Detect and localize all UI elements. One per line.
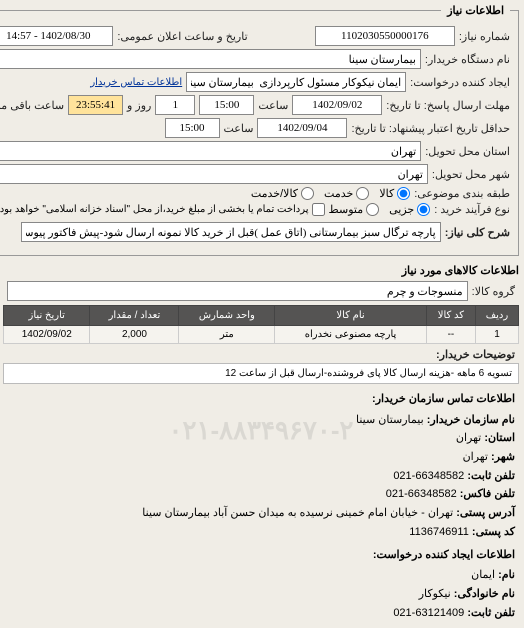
validity-time-input[interactable] [166, 118, 221, 138]
payment-note-option[interactable]: پرداخت تمام یا بخشی از مبلغ خرید،از محل … [0, 203, 326, 216]
goods-section-title: اطلاعات کالاهای مورد نیاز [4, 264, 520, 277]
desc-label: شرح کلی نیاز: [446, 226, 511, 239]
table-cell: پارچه مصنوعی نخدراه [276, 326, 428, 344]
cat-kala-option[interactable]: کالا [380, 187, 411, 200]
table-header-cell: تعداد / مقدار [91, 306, 180, 326]
zip-k: کد پستی: [473, 526, 516, 538]
goods-group-input[interactable] [8, 281, 469, 301]
validity-date-input[interactable] [258, 118, 348, 138]
days-word: روز و [128, 99, 152, 112]
validity-label: حداقل تاریخ اعتبار پیشنهاد: تا تاریخ: [352, 122, 511, 135]
legend: اطلاعات نیاز [442, 4, 511, 17]
state-k: استان: [485, 432, 516, 444]
delivery-city-input[interactable] [0, 164, 429, 184]
zip-v: 1136746911 [410, 526, 470, 538]
lname-k: نام خانوادگی: [455, 588, 516, 600]
addr-v: تهران - خیابان امام خمینی نرسیده به میدا… [143, 507, 454, 519]
delivery-state-input[interactable] [0, 141, 422, 161]
state-v: تهران [457, 432, 482, 444]
lname-v: نیکوکار [420, 588, 452, 600]
table-header-row: ردیفکد کالانام کالاواحد شمارشتعداد / مقد… [5, 306, 520, 326]
process-radio-group: جزیی متوسط [330, 203, 432, 216]
contact-header: اطلاعات تماس سازمان خریدار: [8, 390, 516, 409]
time-label-1: ساعت [259, 99, 289, 112]
city-k: شهر: [492, 451, 516, 463]
need-no-input[interactable] [316, 26, 456, 46]
need-info-fieldset: اطلاعات نیاز شماره نیاز: تاریخ و ساعت اع… [0, 4, 520, 256]
table-header-cell: کد کالا [427, 306, 476, 326]
announce-input[interactable] [0, 26, 114, 46]
days-count-input[interactable] [156, 95, 196, 115]
time-label-2: ساعت [225, 122, 255, 135]
buyer-contact-link[interactable]: اطلاعات تماس خریدار [91, 77, 183, 88]
desc-input[interactable] [22, 222, 442, 242]
proc-metavaset-option[interactable]: متوسط [330, 203, 381, 216]
proc-jozei-radio[interactable] [418, 203, 431, 216]
buy-process-label: نوع فرآیند خرید : [435, 203, 511, 216]
proc-metavaset-radio[interactable] [367, 203, 380, 216]
buyer-org-input[interactable] [0, 49, 422, 69]
payment-note-checkbox[interactable] [313, 203, 326, 216]
delivery-state-label: استان محل تحویل: [426, 145, 511, 158]
fax-v: 66348582-021 [387, 488, 458, 500]
cat-kalakhadamat-radio[interactable] [302, 187, 315, 200]
table-body: 1--پارچه مصنوعی نخدراهمتر2,0001402/09/02 [5, 326, 520, 344]
phone-k: تلفن ثابت: [468, 470, 516, 482]
deadline-label: مهلت ارسال پاسخ: تا تاریخ: [387, 99, 511, 112]
fax-k: تلفن فاکس: [461, 488, 516, 500]
contact-block: ۰۲۱-۸۸۳۴۹۶۷۰-۲ اطلاعات تماس سازمان خریدا… [8, 390, 516, 622]
category-radio-group: کالا خدمت کالا/خدمت [252, 187, 411, 200]
city-v: تهران [464, 451, 489, 463]
requester-label: ایجاد کننده درخواست: [411, 76, 511, 89]
table-cell: 1402/09/02 [5, 326, 91, 344]
table-cell: متر [180, 326, 276, 344]
table-row: 1--پارچه مصنوعی نخدراهمتر2,0001402/09/02 [5, 326, 520, 344]
table-cell: 1 [476, 326, 519, 344]
buyer-note-box: تسویه 6 ماهه -هزینه ارسال کالا پای فروشن… [4, 363, 520, 384]
rphone-k: تلفن ثابت: [468, 607, 516, 619]
phone-v: 66348582-021 [394, 470, 465, 482]
cat-kalakhadamat-option[interactable]: کالا/خدمت [252, 187, 315, 200]
cat-khadamat-option[interactable]: خدمت [325, 187, 370, 200]
name-v: ایمان [472, 569, 496, 581]
delivery-city-label: شهر محل تحویل: [433, 168, 511, 181]
req-header: اطلاعات ایجاد کننده درخواست: [8, 546, 516, 565]
table-header-cell: واحد شمارش [180, 306, 276, 326]
org-v: بیمارستان سینا [357, 414, 425, 426]
buyer-note-label: توضیحات خریدار: [437, 348, 516, 361]
name-k: نام: [499, 569, 516, 581]
table-cell: 2,000 [91, 326, 180, 344]
addr-k: آدرس پستی: [457, 507, 516, 519]
table-cell: -- [427, 326, 476, 344]
remain-time-input [69, 95, 124, 115]
deadline-time-input[interactable] [200, 95, 255, 115]
goods-table: ردیفکد کالانام کالاواحد شمارشتعداد / مقد… [4, 305, 520, 344]
need-no-label: شماره نیاز: [460, 30, 511, 43]
cat-khadamat-radio[interactable] [357, 187, 370, 200]
category-label: طبقه بندی موضوعی: [415, 187, 511, 200]
buyer-org-label: نام دستگاه خریدار: [426, 53, 511, 66]
announce-label: تاریخ و ساعت اعلان عمومی: [118, 30, 248, 43]
org-k: نام سازمان خریدار: [428, 414, 516, 426]
proc-jozei-option[interactable]: جزیی [390, 203, 431, 216]
table-header-cell: نام کالا [276, 306, 428, 326]
goods-group-label: گروه کالا: [473, 285, 516, 298]
cat-kala-radio[interactable] [398, 187, 411, 200]
deadline-date-input[interactable] [293, 95, 383, 115]
table-header-cell: ردیف [476, 306, 519, 326]
table-header-cell: تاریخ نیاز [5, 306, 91, 326]
rphone-v: 63121409-021 [394, 607, 465, 619]
remain-label: ساعت باقی مانده [0, 99, 65, 112]
requester-input[interactable] [187, 72, 407, 92]
